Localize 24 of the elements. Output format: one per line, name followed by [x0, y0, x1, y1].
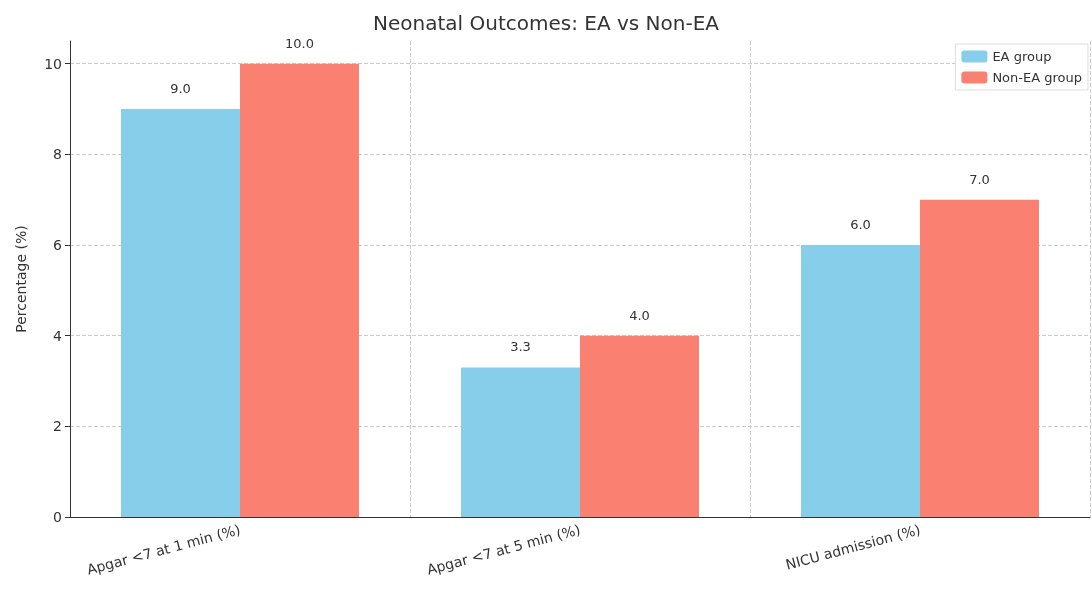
bar [461, 367, 580, 517]
data-label: 10.0 [285, 35, 314, 51]
data-label: 3.3 [510, 339, 531, 355]
data-label: 7.0 [969, 171, 990, 187]
y-tick-label: 10 [44, 55, 62, 72]
y-tick-label: 2 [53, 418, 62, 435]
y-tick-label: 4 [53, 327, 63, 344]
y-tick-label: 0 [53, 509, 62, 525]
y-axis-title: Percentage (%) [13, 225, 29, 333]
chart-title: Neonatal Outcomes: EA vs Non-EA [373, 11, 720, 35]
bar [240, 63, 359, 517]
legend-label: EA group [992, 49, 1052, 64]
x-tick-label: Apgar <7 at 1 min (%) [85, 521, 243, 578]
data-label: 6.0 [850, 217, 871, 232]
bar [580, 335, 699, 517]
x-tick-label: Apgar <7 at 5 min (%) [425, 521, 583, 578]
legend-label: Non-EA group [992, 70, 1083, 85]
bar [920, 199, 1039, 517]
y-tick-label: 8 [53, 146, 62, 163]
bar [801, 245, 920, 517]
data-label: 4.0 [629, 307, 650, 323]
y-tick-label: 6 [53, 237, 63, 253]
data-label: 9.0 [170, 81, 191, 96]
bar [121, 109, 240, 517]
